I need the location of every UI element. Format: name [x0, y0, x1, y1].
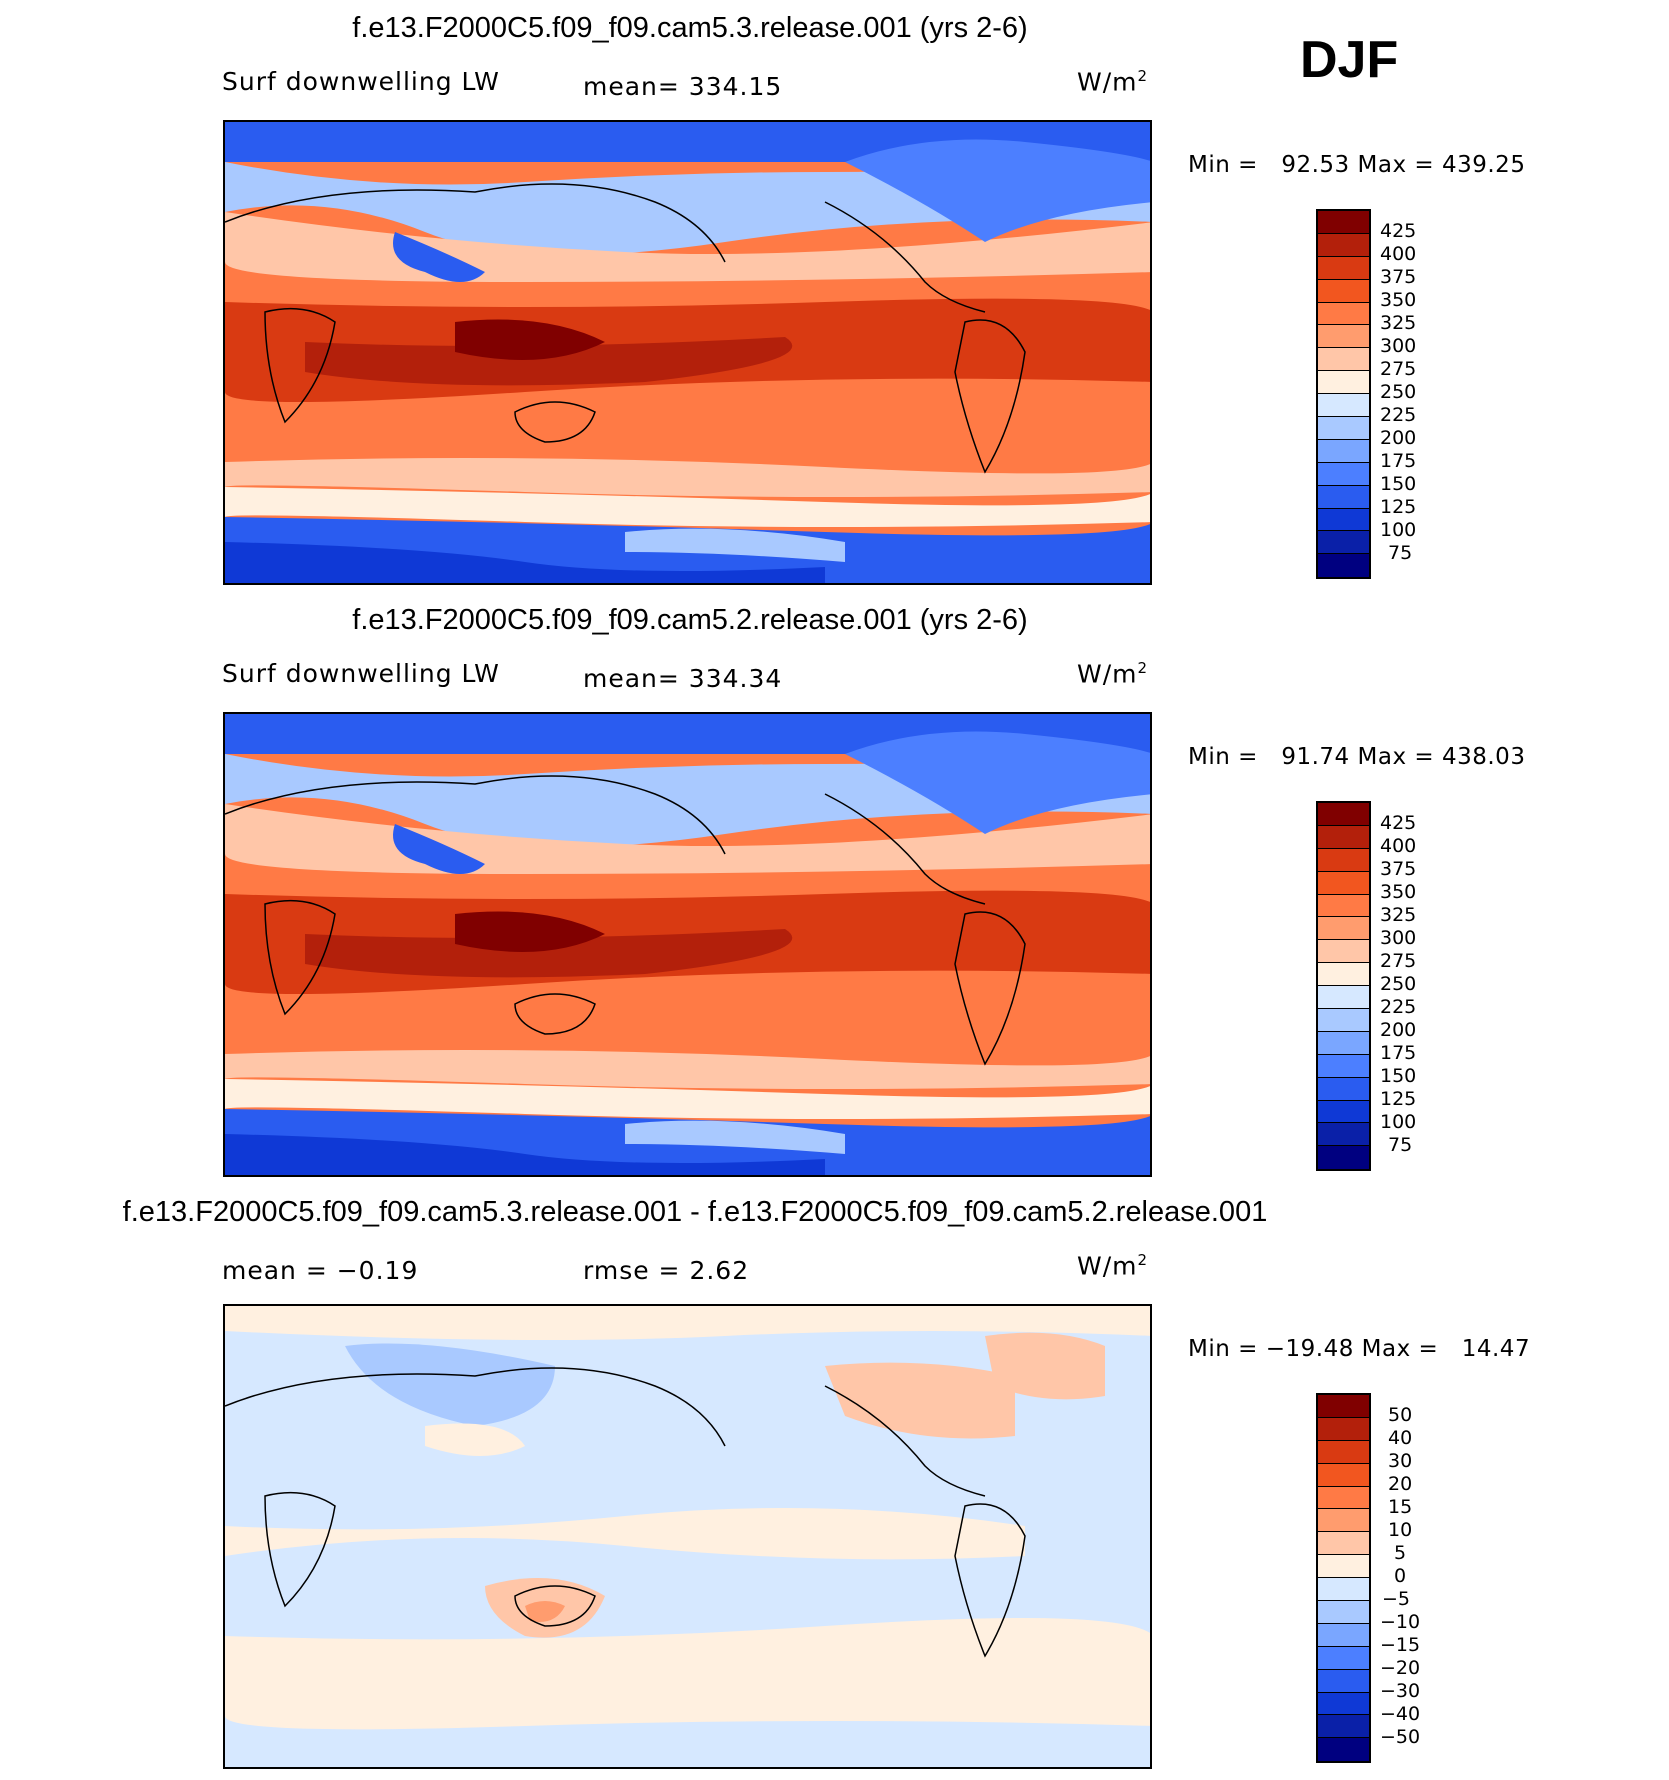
colorbar	[1316, 1393, 1371, 1764]
colorbar-label: 300	[1380, 927, 1417, 949]
colorbar-label: 425	[1380, 220, 1417, 242]
colorbar-label: 175	[1380, 1042, 1417, 1064]
colorbar-label: 30	[1388, 1450, 1413, 1472]
colorbar-label: −50	[1380, 1726, 1421, 1748]
colorbar-label: 75	[1388, 542, 1413, 564]
panel-model-b: f.e13.F2000C5.f09_f09.cam5.2.release.001…	[0, 592, 1669, 1182]
colorbar-label: 100	[1380, 519, 1417, 541]
colorbar-label: 225	[1380, 996, 1417, 1018]
map-contours	[225, 122, 1150, 583]
colorbar-label: 150	[1380, 473, 1417, 495]
colorbar-label: −40	[1380, 1703, 1421, 1725]
colorbar-label: −5	[1382, 1588, 1411, 1610]
colorbar-label: 250	[1380, 381, 1417, 403]
colorbar-label: 125	[1380, 496, 1417, 518]
season-label: DJF	[1300, 31, 1399, 89]
map-plot	[223, 120, 1152, 585]
min-max-readout: Min = 91.74 Max = 438.03	[1188, 744, 1526, 770]
colorbar	[1316, 209, 1371, 580]
panel-title: f.e13.F2000C5.f09_f09.cam5.3.release.001…	[352, 12, 1028, 44]
units-label: W/m2	[1077, 659, 1149, 689]
units-label: W/m2	[1077, 1251, 1149, 1281]
colorbar-label: 250	[1380, 973, 1417, 995]
colorbar-label: 225	[1380, 404, 1417, 426]
colorbar-label: 300	[1380, 335, 1417, 357]
colorbar-label: 325	[1380, 312, 1417, 334]
colorbar-label: 325	[1380, 904, 1417, 926]
colorbar-label: 275	[1380, 950, 1417, 972]
panel-title: f.e13.F2000C5.f09_f09.cam5.2.release.001…	[352, 604, 1028, 636]
colorbar-label: −10	[1380, 1611, 1421, 1633]
colorbar-label: −30	[1380, 1680, 1421, 1702]
colorbar-label: 150	[1380, 1065, 1417, 1087]
colorbar-label: 100	[1380, 1111, 1417, 1133]
panel-model-a: f.e13.F2000C5.f09_f09.cam5.3.release.001…	[0, 0, 1669, 590]
map-plot	[223, 1304, 1152, 1769]
colorbar-label: 375	[1380, 266, 1417, 288]
colorbar-label: 275	[1380, 358, 1417, 380]
colorbar-label: 10	[1388, 1519, 1413, 1541]
units-label: W/m2	[1077, 67, 1149, 97]
colorbar-label: 15	[1388, 1496, 1413, 1518]
colorbar-label: 400	[1380, 835, 1417, 857]
colorbar-label: 375	[1380, 858, 1417, 880]
colorbar-label: 50	[1388, 1404, 1413, 1426]
map-contours	[225, 714, 1150, 1175]
colorbar	[1316, 801, 1371, 1172]
colorbar-label: 350	[1380, 289, 1417, 311]
rmse-label: rmse = 2.62	[583, 1256, 750, 1285]
colorbar-label: 200	[1380, 1019, 1417, 1041]
colorbar-label: −15	[1380, 1634, 1421, 1656]
colorbar-label: 200	[1380, 427, 1417, 449]
map-plot	[223, 712, 1152, 1177]
colorbar-label: 425	[1380, 812, 1417, 834]
map-contours	[225, 1306, 1150, 1767]
panel-difference: f.e13.F2000C5.f09_f09.cam5.3.release.001…	[0, 1184, 1669, 1774]
colorbar-label: 0	[1394, 1565, 1407, 1587]
colorbar-label: 400	[1380, 243, 1417, 265]
colorbar-label: 350	[1380, 881, 1417, 903]
mean-label: mean= 334.34	[583, 664, 783, 693]
min-max-readout: Min = 92.53 Max = 439.25	[1188, 152, 1526, 178]
variable-label: Surf downwelling LW	[222, 67, 500, 96]
mean-label: mean = −0.19	[222, 1256, 419, 1285]
mean-label: mean= 334.15	[583, 72, 783, 101]
colorbar-label: 40	[1388, 1427, 1413, 1449]
colorbar-label: −20	[1380, 1657, 1421, 1679]
colorbar-label: 20	[1388, 1473, 1413, 1495]
panel-title: f.e13.F2000C5.f09_f09.cam5.3.release.001…	[122, 1196, 1268, 1228]
min-max-readout: Min = −19.48 Max = 14.47	[1188, 1336, 1531, 1362]
colorbar-label: 5	[1394, 1542, 1407, 1564]
variable-label: Surf downwelling LW	[222, 659, 500, 688]
colorbar-label: 125	[1380, 1088, 1417, 1110]
colorbar-label: 75	[1388, 1134, 1413, 1156]
colorbar-label: 175	[1380, 450, 1417, 472]
